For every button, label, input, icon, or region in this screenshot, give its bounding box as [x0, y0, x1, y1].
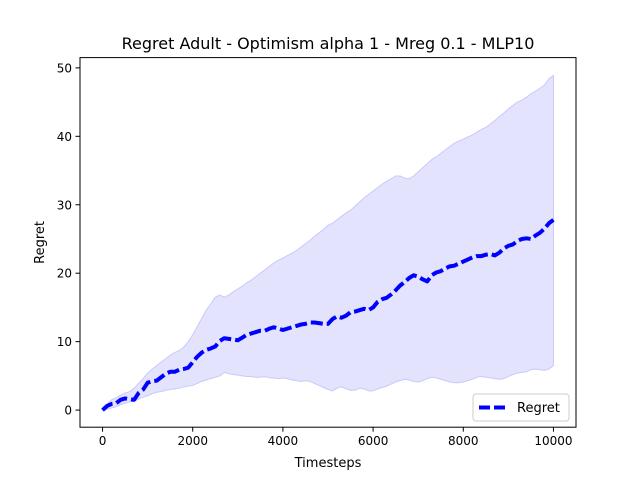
- legend-box: [472, 393, 570, 422]
- axes-frame: [79, 57, 577, 428]
- x-axis-label: Timesteps: [294, 456, 362, 471]
- chart-title: Regret Adult - Optimism alpha 1 - Mreg 0…: [122, 34, 535, 53]
- y-tick-label-4: 40: [57, 130, 72, 144]
- y-tick-label-2: 20: [57, 267, 72, 281]
- legend-label-regret: Regret: [517, 401, 560, 416]
- y-tick-label-0: 0: [64, 404, 72, 418]
- series-line-0: [101, 218, 555, 412]
- x-tick-label-3: 6000: [358, 434, 389, 448]
- x-tick-label-2: 4000: [268, 434, 299, 448]
- x-tick-label-4: 8000: [448, 434, 479, 448]
- x-tick-label-5: 10000: [534, 434, 572, 448]
- axis-ticks: 0 2000 4000 6000 8000 10000 0 10 20 30 40 50: [57, 61, 573, 448]
- plot-area: [101, 74, 555, 412]
- y-axis-label: Regret: [33, 221, 48, 264]
- y-tick-label-3: 30: [57, 198, 72, 212]
- x-tick-label-1: 2000: [177, 434, 208, 448]
- y-tick-label-1: 10: [57, 335, 72, 349]
- legend: Regret: [472, 393, 570, 422]
- x-tick-label-0: 0: [99, 434, 107, 448]
- y-tick-label-5: 50: [57, 61, 72, 75]
